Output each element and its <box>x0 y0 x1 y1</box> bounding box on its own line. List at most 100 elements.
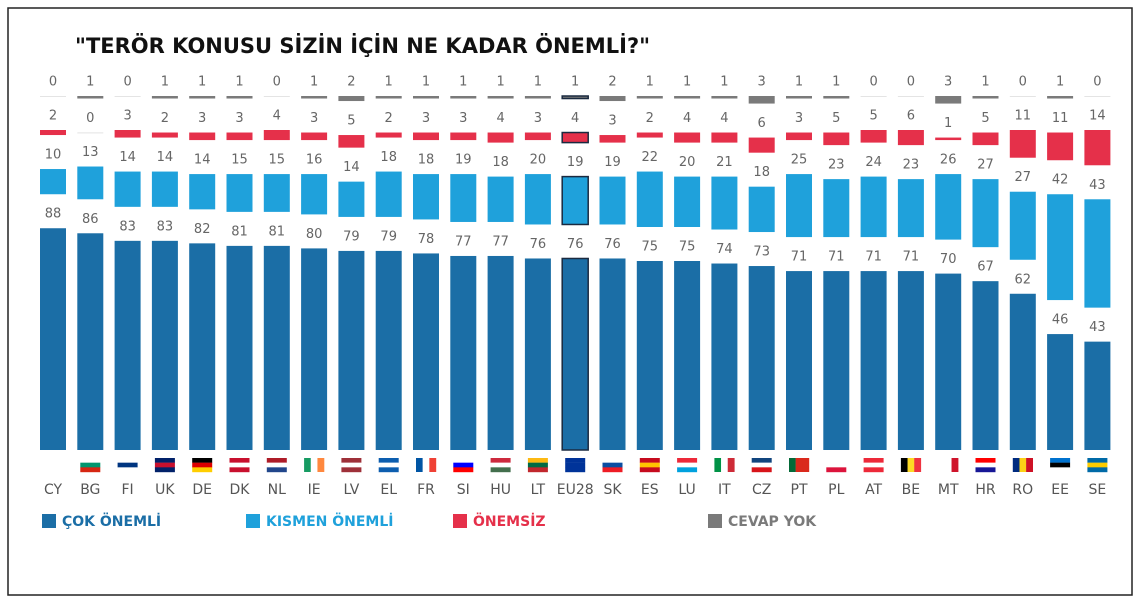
value-label: 3 <box>422 111 430 126</box>
flag-stripe <box>527 462 548 468</box>
value-label: 73 <box>753 245 770 260</box>
bar-segment <box>1084 199 1111 308</box>
bar-segment <box>450 96 477 99</box>
flag-stripe <box>453 467 474 473</box>
flag-stripe <box>944 458 952 472</box>
value-label: 82 <box>194 222 211 237</box>
bar-segment <box>151 132 178 138</box>
bar-segment <box>263 130 290 141</box>
x-tick-label: FI <box>122 482 134 498</box>
bar-segment <box>674 96 701 99</box>
value-label: 25 <box>791 153 808 168</box>
bar-segment <box>263 174 290 212</box>
value-label: 5 <box>347 114 355 129</box>
value-label: 0 <box>1093 75 1101 90</box>
value-label: 71 <box>903 250 920 265</box>
value-label: 3 <box>459 111 467 126</box>
bar-segment <box>748 186 775 233</box>
bar-segment <box>748 137 775 153</box>
value-label: 1 <box>683 75 691 90</box>
x-tick-label: AT <box>865 482 882 498</box>
flag-stripe <box>1087 462 1108 468</box>
value-label: 0 <box>49 75 57 90</box>
bar-segment <box>599 176 626 225</box>
bar-segment <box>786 96 812 99</box>
bar-segment <box>935 174 962 240</box>
flag-stripe <box>341 462 362 468</box>
value-label: 4 <box>571 111 579 126</box>
value-label: 81 <box>231 224 248 239</box>
value-label: 88 <box>45 207 62 222</box>
x-tick-label: FR <box>417 482 435 498</box>
bar-segment <box>786 174 812 238</box>
bar-segment <box>487 96 514 99</box>
flag-stripe <box>1050 467 1071 473</box>
flag-stripe <box>900 458 908 472</box>
value-label: 62 <box>1015 272 1032 287</box>
value-label: 19 <box>567 155 584 170</box>
value-label: 15 <box>269 153 286 168</box>
flag-stripe <box>341 458 362 463</box>
value-label: 4 <box>683 111 691 126</box>
bar-segment <box>674 132 701 143</box>
bar-segment <box>189 243 216 450</box>
bar-segment <box>524 174 551 225</box>
value-label: 5 <box>832 111 840 126</box>
flag-stripe <box>677 462 698 468</box>
value-label: 1 <box>198 75 206 90</box>
value-label: 3 <box>534 111 542 126</box>
bar-segment <box>636 261 663 450</box>
x-tick-label: SE <box>1089 482 1107 498</box>
bar-segment <box>599 96 626 102</box>
bar-segment <box>636 171 663 227</box>
bar-segment <box>40 228 66 450</box>
bar-segment <box>786 132 812 141</box>
flag-stripe <box>429 458 437 472</box>
x-tick-label: SI <box>457 482 470 498</box>
value-label: 76 <box>567 237 584 252</box>
bar-segment <box>674 176 701 227</box>
bar-segment <box>823 179 850 238</box>
value-label: 1 <box>832 75 840 90</box>
bar-segment <box>860 130 887 143</box>
bar-segment <box>77 233 104 450</box>
x-tick-label: PL <box>828 482 844 498</box>
bar-segment <box>897 271 924 450</box>
value-label: 1 <box>459 75 467 90</box>
flag-stripe <box>721 458 728 472</box>
value-label: 15 <box>231 153 248 168</box>
value-label: 86 <box>82 212 99 227</box>
value-label: 1 <box>1056 75 1064 90</box>
bar-segment <box>897 179 924 238</box>
value-label: 76 <box>530 237 547 252</box>
bar-segment <box>226 245 253 450</box>
value-label: 71 <box>828 250 845 265</box>
flag-stripe <box>422 458 430 472</box>
bar-segment <box>487 176 514 222</box>
flag-stripe <box>154 467 175 473</box>
bar-segment <box>151 240 178 450</box>
bar-segment <box>189 174 216 210</box>
bar-segment <box>1084 341 1111 450</box>
bar-segment <box>636 96 663 99</box>
flag-stripe <box>639 467 660 473</box>
flag-stripe <box>795 458 803 472</box>
bar-segment <box>450 132 477 141</box>
flag-stripe <box>490 467 511 473</box>
value-label: 83 <box>119 219 136 234</box>
flag-stripe <box>229 462 250 468</box>
bar-segment <box>77 132 104 134</box>
flag-stripe <box>80 462 101 468</box>
flag-stripe <box>639 462 660 468</box>
x-tick-label: EU28 <box>557 482 594 498</box>
bar-segment <box>1047 132 1074 161</box>
x-tick-label: IT <box>718 482 731 498</box>
flag-stripe <box>317 458 325 472</box>
flag-stripe <box>117 458 138 463</box>
flag-stripe <box>490 458 511 463</box>
flag-stripe <box>378 467 399 473</box>
bar-segment <box>413 174 439 220</box>
value-label: 76 <box>604 237 621 252</box>
value-label: 14 <box>119 150 136 165</box>
flag-stripe <box>907 458 915 472</box>
